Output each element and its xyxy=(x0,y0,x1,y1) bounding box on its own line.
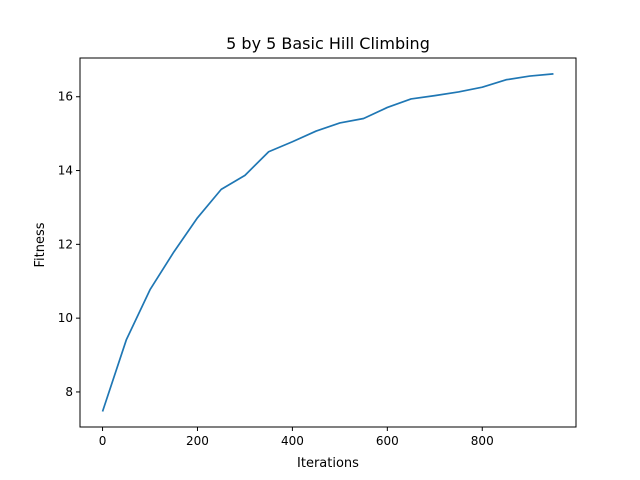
series-line-0 xyxy=(101,73,554,412)
x-tick-label: 0 xyxy=(99,434,107,448)
plot-frame xyxy=(79,57,577,428)
y-tick-label: 12 xyxy=(58,237,73,251)
y-tick-label: 14 xyxy=(58,164,73,178)
plot-area: 0 200 400 600 800 8 10 12 14 16 xyxy=(58,57,577,448)
chart-title: 5 by 5 Basic Hill Climbing xyxy=(226,34,430,53)
y-tick-label: 10 xyxy=(58,311,73,325)
x-tick-label: 400 xyxy=(281,434,304,448)
x-tick-label: 200 xyxy=(186,434,209,448)
x-tick-label: 600 xyxy=(376,434,399,448)
y-tick-label: 16 xyxy=(58,90,73,104)
x-tick-label: 800 xyxy=(471,434,494,448)
y-axis-label: Fitness xyxy=(33,222,48,267)
y-tick-label: 8 xyxy=(65,385,73,399)
x-axis-label: Iterations xyxy=(297,456,359,471)
